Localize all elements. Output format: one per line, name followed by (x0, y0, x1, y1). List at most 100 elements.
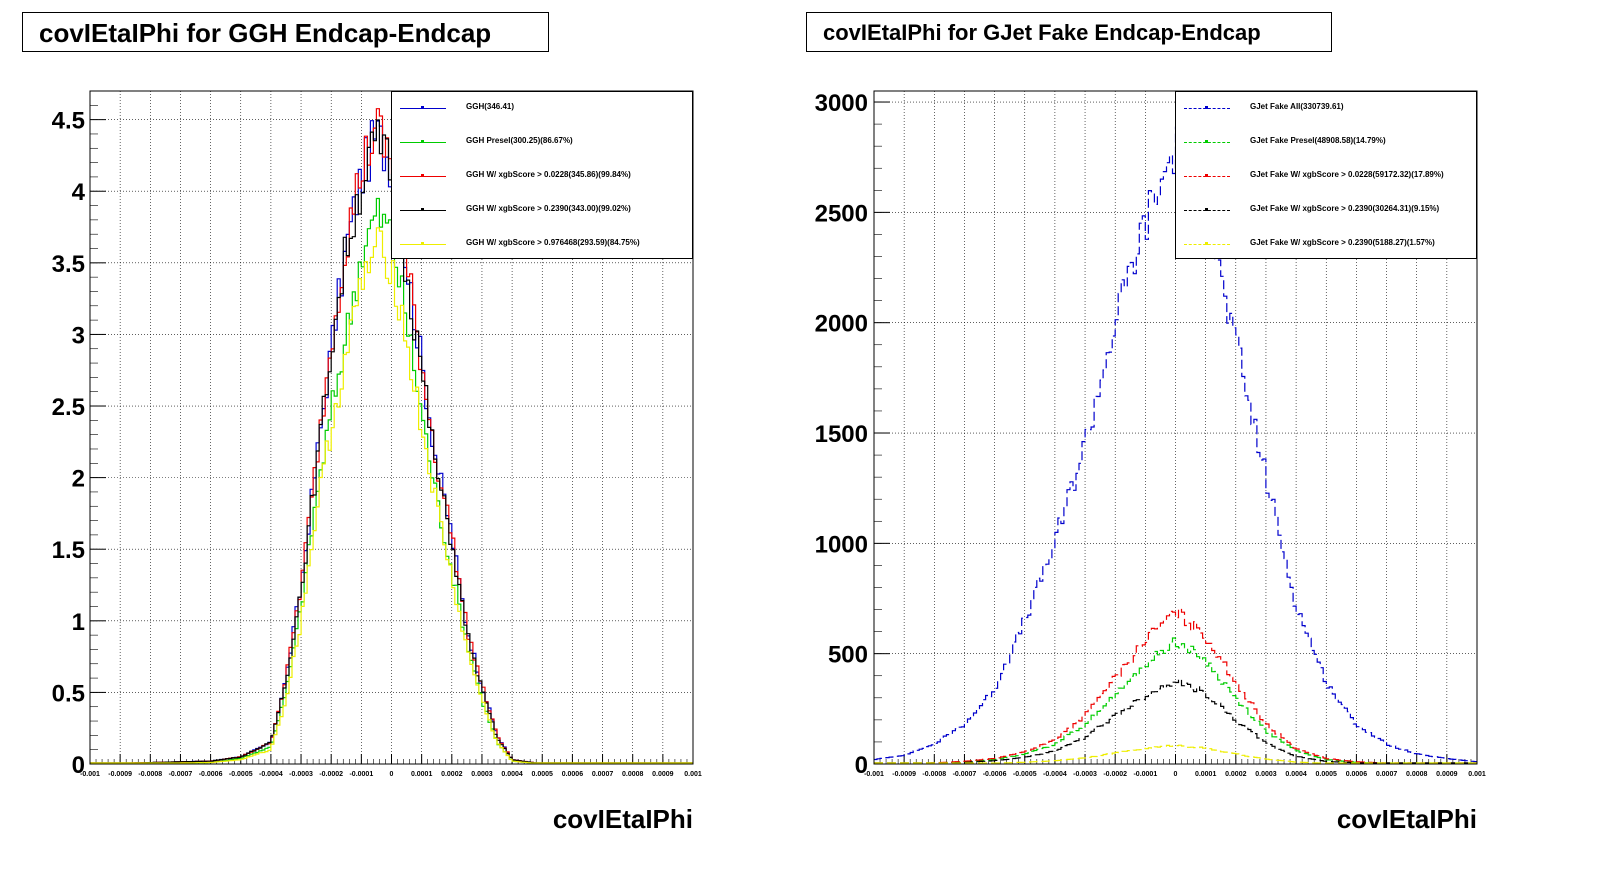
legend-label: GGH(346.41) (466, 102, 515, 111)
x-tick-label: 0.0009 (652, 771, 674, 778)
y-tick-label: 2500 (815, 200, 868, 227)
legend-marker (1205, 174, 1208, 177)
x-tick-label: 0.0003 (471, 771, 493, 778)
x-axis-label: covIEtaIPhi (553, 804, 693, 834)
x-tick-label: -0.0009 (108, 771, 132, 778)
x-tick-label: 0.0006 (1346, 771, 1368, 778)
series-line-3 (874, 608, 1477, 764)
x-tick-label: 0.001 (1468, 771, 1486, 778)
chart-plot-area: -0.001 -0.0009 -0.0008 -0.0007 -0.0006 -0.000… (52, 90, 702, 834)
x-tick-label: 0.0001 (1195, 771, 1217, 778)
y-tick-label: 1 (72, 609, 85, 636)
x-tick-label: 0.0003 (1255, 771, 1277, 778)
legend-entry: GJet Fake All(330739.61) (1176, 92, 1476, 126)
x-tick-label: -0.0001 (1133, 771, 1157, 778)
y-tick-label: 1000 (815, 531, 868, 558)
x-tick-label: 0.0009 (1436, 771, 1458, 778)
y-tick-label: 0.5 (52, 680, 85, 707)
legend-entry: GJet Fake W/ xgbScore > 0.2390(5188.27)(… (1176, 228, 1476, 262)
legend-entry: GJet Fake Presel(48908.58)(14.79%) (1176, 126, 1476, 160)
y-tick-label: 2 (72, 466, 85, 493)
x-tick-label: 0.0004 (501, 771, 523, 778)
legend-marker (1205, 242, 1208, 245)
legend-label: GJet Fake Presel(48908.58)(14.79%) (1250, 136, 1386, 145)
y-tick-label: 2.5 (52, 394, 85, 421)
legend-label: GJet Fake W/ xgbScore > 0.2390(30264.31)… (1250, 204, 1440, 213)
y-tick-label: 2000 (815, 311, 868, 338)
legend-label: GGH W/ xgbScore > 0.976468(293.59)(84.75… (466, 238, 640, 247)
chart-title: covIEtaIPhi for GGH Endcap-Endcap (22, 12, 549, 52)
chart-title: covIEtaIPhi for GJet Fake Endcap-Endcap (806, 12, 1332, 52)
x-tick-label: 0 (1174, 771, 1178, 778)
x-tick-label: -0.0003 (1073, 771, 1097, 778)
x-tick-label: 0.0002 (1225, 771, 1247, 778)
y-tick-label: 1.5 (52, 537, 85, 564)
legend-entry: GGH W/ xgbScore > 0.976468(293.59)(84.75… (392, 228, 692, 262)
y-tick-label: 0 (72, 752, 85, 779)
legend-label: GJet Fake All(330739.61) (1250, 102, 1344, 111)
x-tick-label: -0.0006 (983, 771, 1007, 778)
legend-label: GGH W/ xgbScore > 0.0228(345.86)(99.84%) (466, 170, 631, 179)
legend-marker (1205, 106, 1208, 109)
legend-label: GJet Fake W/ xgbScore > 0.2390(5188.27)(… (1250, 238, 1435, 247)
x-tick-label: -0.0005 (1013, 771, 1037, 778)
x-tick-label: -0.0009 (892, 771, 916, 778)
right-chart-pad: covIEtaIPhi for GJet Fake Endcap-Endcap … (799, 0, 1598, 874)
legend-entry: GGH W/ xgbScore > 0.2390(343.00)(99.02%) (392, 194, 692, 228)
chart-legend: GJet Fake All(330739.61) GJet Fake Presel… (1175, 91, 1477, 259)
x-tick-label: -0.001 (864, 771, 884, 778)
legend-entry: GGH(346.41) (392, 92, 692, 126)
x-tick-label: -0.0005 (229, 771, 253, 778)
legend-label: GJet Fake W/ xgbScore > 0.0228(59172.32)… (1250, 170, 1444, 179)
y-tick-label: 3 (72, 322, 85, 349)
x-tick-label: -0.0008 (922, 771, 946, 778)
series-line-4 (874, 678, 1477, 764)
x-tick-label: -0.001 (80, 771, 100, 778)
x-tick-label: 0.0008 (622, 771, 644, 778)
y-tick-label: 3.5 (52, 251, 85, 278)
series-line-5 (90, 227, 693, 764)
legend-marker (421, 174, 424, 177)
x-tick-label: -0.0004 (1043, 771, 1067, 778)
legend-entry: GJet Fake W/ xgbScore > 0.0228(59172.32)… (1176, 160, 1476, 194)
x-tick-label: -0.0007 (953, 771, 977, 778)
legend-marker (421, 140, 424, 143)
x-tick-label: -0.0002 (1103, 771, 1127, 778)
y-tick-label: 0 (855, 752, 868, 779)
legend-entry: GJet Fake W/ xgbScore > 0.2390(30264.31)… (1176, 194, 1476, 228)
chart-legend: GGH(346.41) GGH Presel(300.25)(86.67%) GGH… (391, 91, 693, 259)
legend-label: GGH W/ xgbScore > 0.2390(343.00)(99.02%) (466, 204, 631, 213)
y-tick-label: 500 (828, 642, 868, 669)
x-tick-label: 0.0005 (1316, 771, 1338, 778)
legend-marker (421, 208, 424, 211)
x-tick-label: 0.0001 (411, 771, 433, 778)
x-tick-label: -0.0001 (349, 771, 373, 778)
x-tick-label: -0.0002 (319, 771, 343, 778)
x-tick-label: 0 (390, 771, 394, 778)
x-tick-label: 0.0005 (532, 771, 554, 778)
x-tick-label: -0.0003 (289, 771, 313, 778)
legend-marker (1205, 208, 1208, 211)
left-chart-pad: covIEtaIPhi for GGH Endcap-Endcap -0.001… (22, 12, 702, 834)
x-tick-label: -0.0007 (169, 771, 193, 778)
x-tick-label: 0.0007 (1376, 771, 1398, 778)
x-tick-label: 0.0006 (562, 771, 584, 778)
x-tick-label: 0.0004 (1285, 771, 1307, 778)
x-tick-label: 0.0007 (592, 771, 614, 778)
legend-entry: GGH W/ xgbScore > 0.0228(345.86)(99.84%) (392, 160, 692, 194)
x-tick-label: 0.0008 (1406, 771, 1428, 778)
x-axis-label: covIEtaIPhi (1337, 804, 1477, 834)
y-tick-label: 4.5 (52, 108, 85, 135)
y-tick-label: 4 (72, 179, 86, 206)
chart-plot-area: -0.001 -0.0009 -0.0008 -0.0007 -0.0006 -0.000… (815, 90, 1486, 834)
y-tick-label: 3000 (815, 90, 868, 117)
legend-marker (421, 106, 424, 109)
legend-marker (1205, 140, 1208, 143)
legend-marker (421, 242, 424, 245)
legend-label: GGH Presel(300.25)(86.67%) (466, 136, 573, 145)
x-tick-label: 0.001 (684, 771, 702, 778)
legend-entry: GGH Presel(300.25)(86.67%) (392, 126, 692, 160)
y-tick-label: 1500 (815, 421, 868, 448)
x-tick-label: -0.0004 (259, 771, 283, 778)
x-tick-label: -0.0006 (199, 771, 223, 778)
